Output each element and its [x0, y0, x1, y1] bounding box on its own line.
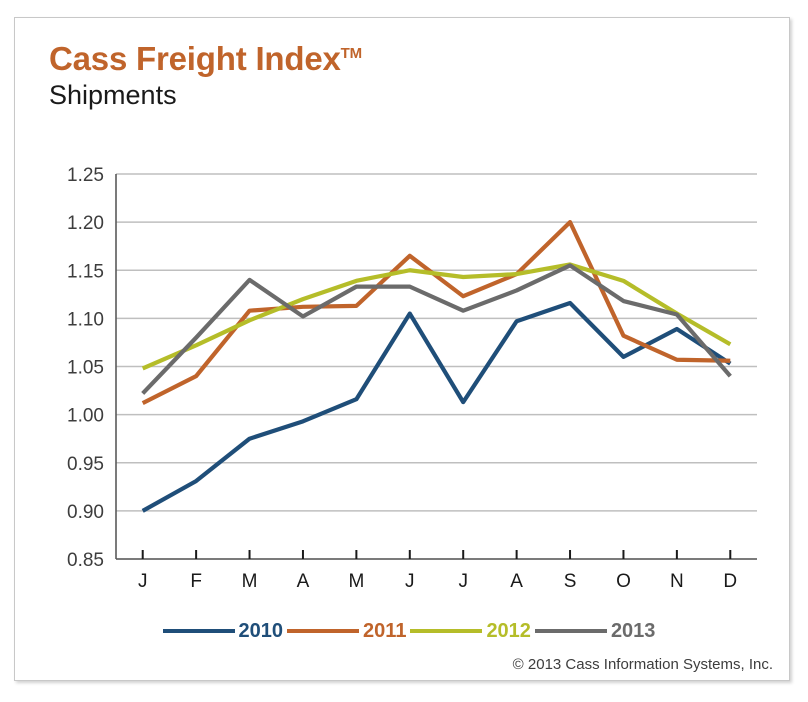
x-axis-tick-label: M	[348, 571, 364, 592]
x-axis-tick-label: J	[405, 571, 415, 592]
legend-item-2012[interactable]: 2012	[410, 620, 535, 643]
x-axis-tick-label: J	[458, 571, 468, 592]
y-axis-tick-label: 1.05	[67, 358, 104, 379]
series-line-2010	[141, 300, 732, 513]
x-axis-tick-label: A	[297, 571, 310, 592]
legend-color-swatch	[162, 629, 235, 633]
title-block: Cass Freight IndexTM Shipments	[49, 40, 362, 112]
x-axis-tick-label: S	[564, 571, 577, 592]
series-line-2011	[141, 220, 731, 405]
chart-subtitle: Shipments	[49, 79, 177, 110]
legend-color-swatch	[534, 629, 607, 633]
y-axis-tick-label: 1.20	[67, 213, 104, 234]
legend-color-swatch	[287, 629, 360, 633]
x-axis-tick-label: J	[138, 571, 148, 592]
series-line-2012	[141, 262, 732, 371]
y-axis-tick-label: 1.10	[67, 309, 104, 330]
y-axis-tick-label: 1.00	[67, 406, 104, 427]
y-axis-tick-labels: 0.85 0.90 0.95 1.00 1.05 1.10 1.15 1.20 1.25	[67, 165, 104, 571]
trademark-symbol: TM	[340, 45, 362, 62]
x-axis-tick-label: M	[242, 571, 258, 592]
legend-color-swatch	[410, 629, 483, 633]
data-series	[141, 220, 732, 513]
x-axis-tick-label: D	[723, 571, 737, 592]
series-line-2013	[141, 263, 732, 395]
x-axis-tick-label: A	[510, 571, 523, 592]
chart-frame: Cass Freight IndexTM Shipments 0.85 0.90 0…	[14, 17, 790, 681]
x-axis-tick-label: F	[190, 571, 202, 592]
copyright-notice: © 2013 Cass Information Systems, Inc.	[512, 656, 773, 673]
x-axis-tick-label: O	[616, 571, 631, 592]
legend-item-label: 2011	[363, 619, 407, 642]
y-axis-tick-label: 0.85	[67, 550, 104, 571]
chart-axes	[115, 174, 757, 560]
gridlines	[116, 173, 757, 560]
legend-item-label: 2010	[238, 619, 284, 642]
y-axis-tick-label: 1.25	[67, 165, 104, 186]
y-axis-tick-label: 1.15	[67, 261, 104, 282]
plot-area: 0.85 0.90 0.95 1.00 1.05 1.10 1.15 1.20 1.25 J F M…	[15, 18, 791, 682]
legend-item-label: 2012	[486, 619, 531, 642]
y-axis-tick-label: 0.95	[67, 454, 104, 475]
legend-item-2013[interactable]: 2013	[534, 619, 660, 643]
legend-item-label: 2013	[610, 619, 656, 642]
legend-item-2011[interactable]: 2011	[287, 620, 410, 643]
line-chart-svg: 0.85 0.90 0.95 1.00 1.05 1.10 1.15 1.20 1.25 J F M…	[67, 165, 757, 592]
x-axis-tick-label: N	[670, 571, 684, 592]
legend-item-2010[interactable]: 2010	[162, 619, 288, 643]
chart-title-text: Cass Freight Index	[49, 40, 341, 77]
y-axis-tick-label: 0.90	[67, 502, 104, 523]
chart-legend: 2010 2011 2012 2013	[111, 614, 711, 648]
page-title: Cass Freight IndexTM	[49, 40, 362, 77]
